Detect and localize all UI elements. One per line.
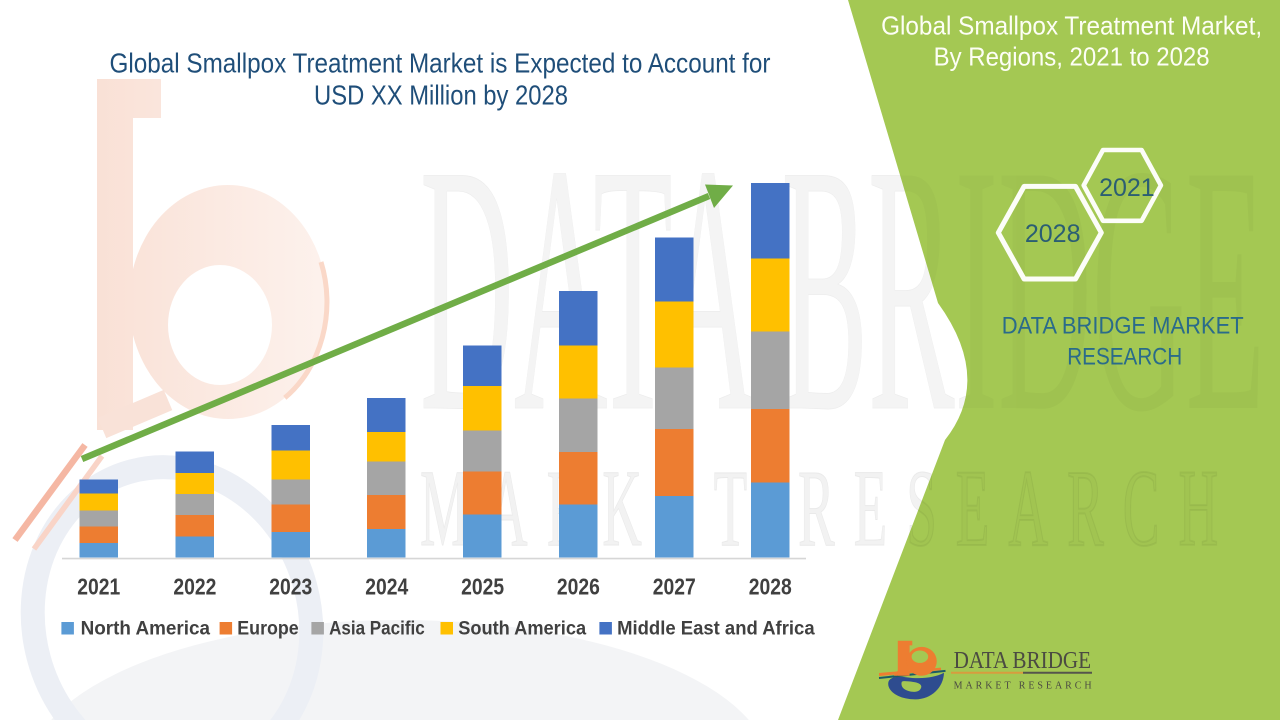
svg-text:Europe: Europe: [237, 618, 298, 639]
svg-text:2023: 2023: [269, 573, 312, 599]
svg-text:North America: North America: [81, 618, 211, 639]
svg-text:RESEARCH: RESEARCH: [1067, 344, 1182, 371]
svg-text:MARKET RESEARCH: MARKET RESEARCH: [954, 681, 1092, 692]
svg-text:Global Smallpox Treatment Mark: Global Smallpox Treatment Market is Expe…: [110, 47, 771, 79]
svg-text:Middle East and Africa: Middle East and Africa: [617, 618, 815, 639]
svg-text:Asia Pacific: Asia Pacific: [329, 618, 425, 639]
svg-text:South America: South America: [458, 618, 586, 639]
svg-text:2021: 2021: [77, 573, 120, 599]
svg-text:By Regions, 2021 to 2028: By Regions, 2021 to 2028: [934, 42, 1210, 72]
svg-text:2026: 2026: [557, 573, 600, 599]
svg-text:2025: 2025: [461, 573, 504, 599]
svg-text:2022: 2022: [173, 573, 216, 599]
svg-text:USD XX Million by 2028: USD XX Million by 2028: [314, 79, 568, 111]
svg-text:2028: 2028: [1025, 220, 1081, 248]
svg-text:DATA BRIDGE MARKET: DATA BRIDGE MARKET: [1002, 313, 1244, 340]
svg-text:2027: 2027: [653, 573, 696, 599]
svg-text:2024: 2024: [365, 573, 408, 599]
svg-text:2028: 2028: [749, 573, 792, 599]
svg-text:Global Smallpox Treatment Mark: Global Smallpox Treatment Market,: [881, 11, 1262, 41]
svg-text:DATA BRIDGE: DATA BRIDGE: [954, 647, 1092, 674]
svg-text:2021: 2021: [1099, 174, 1155, 202]
